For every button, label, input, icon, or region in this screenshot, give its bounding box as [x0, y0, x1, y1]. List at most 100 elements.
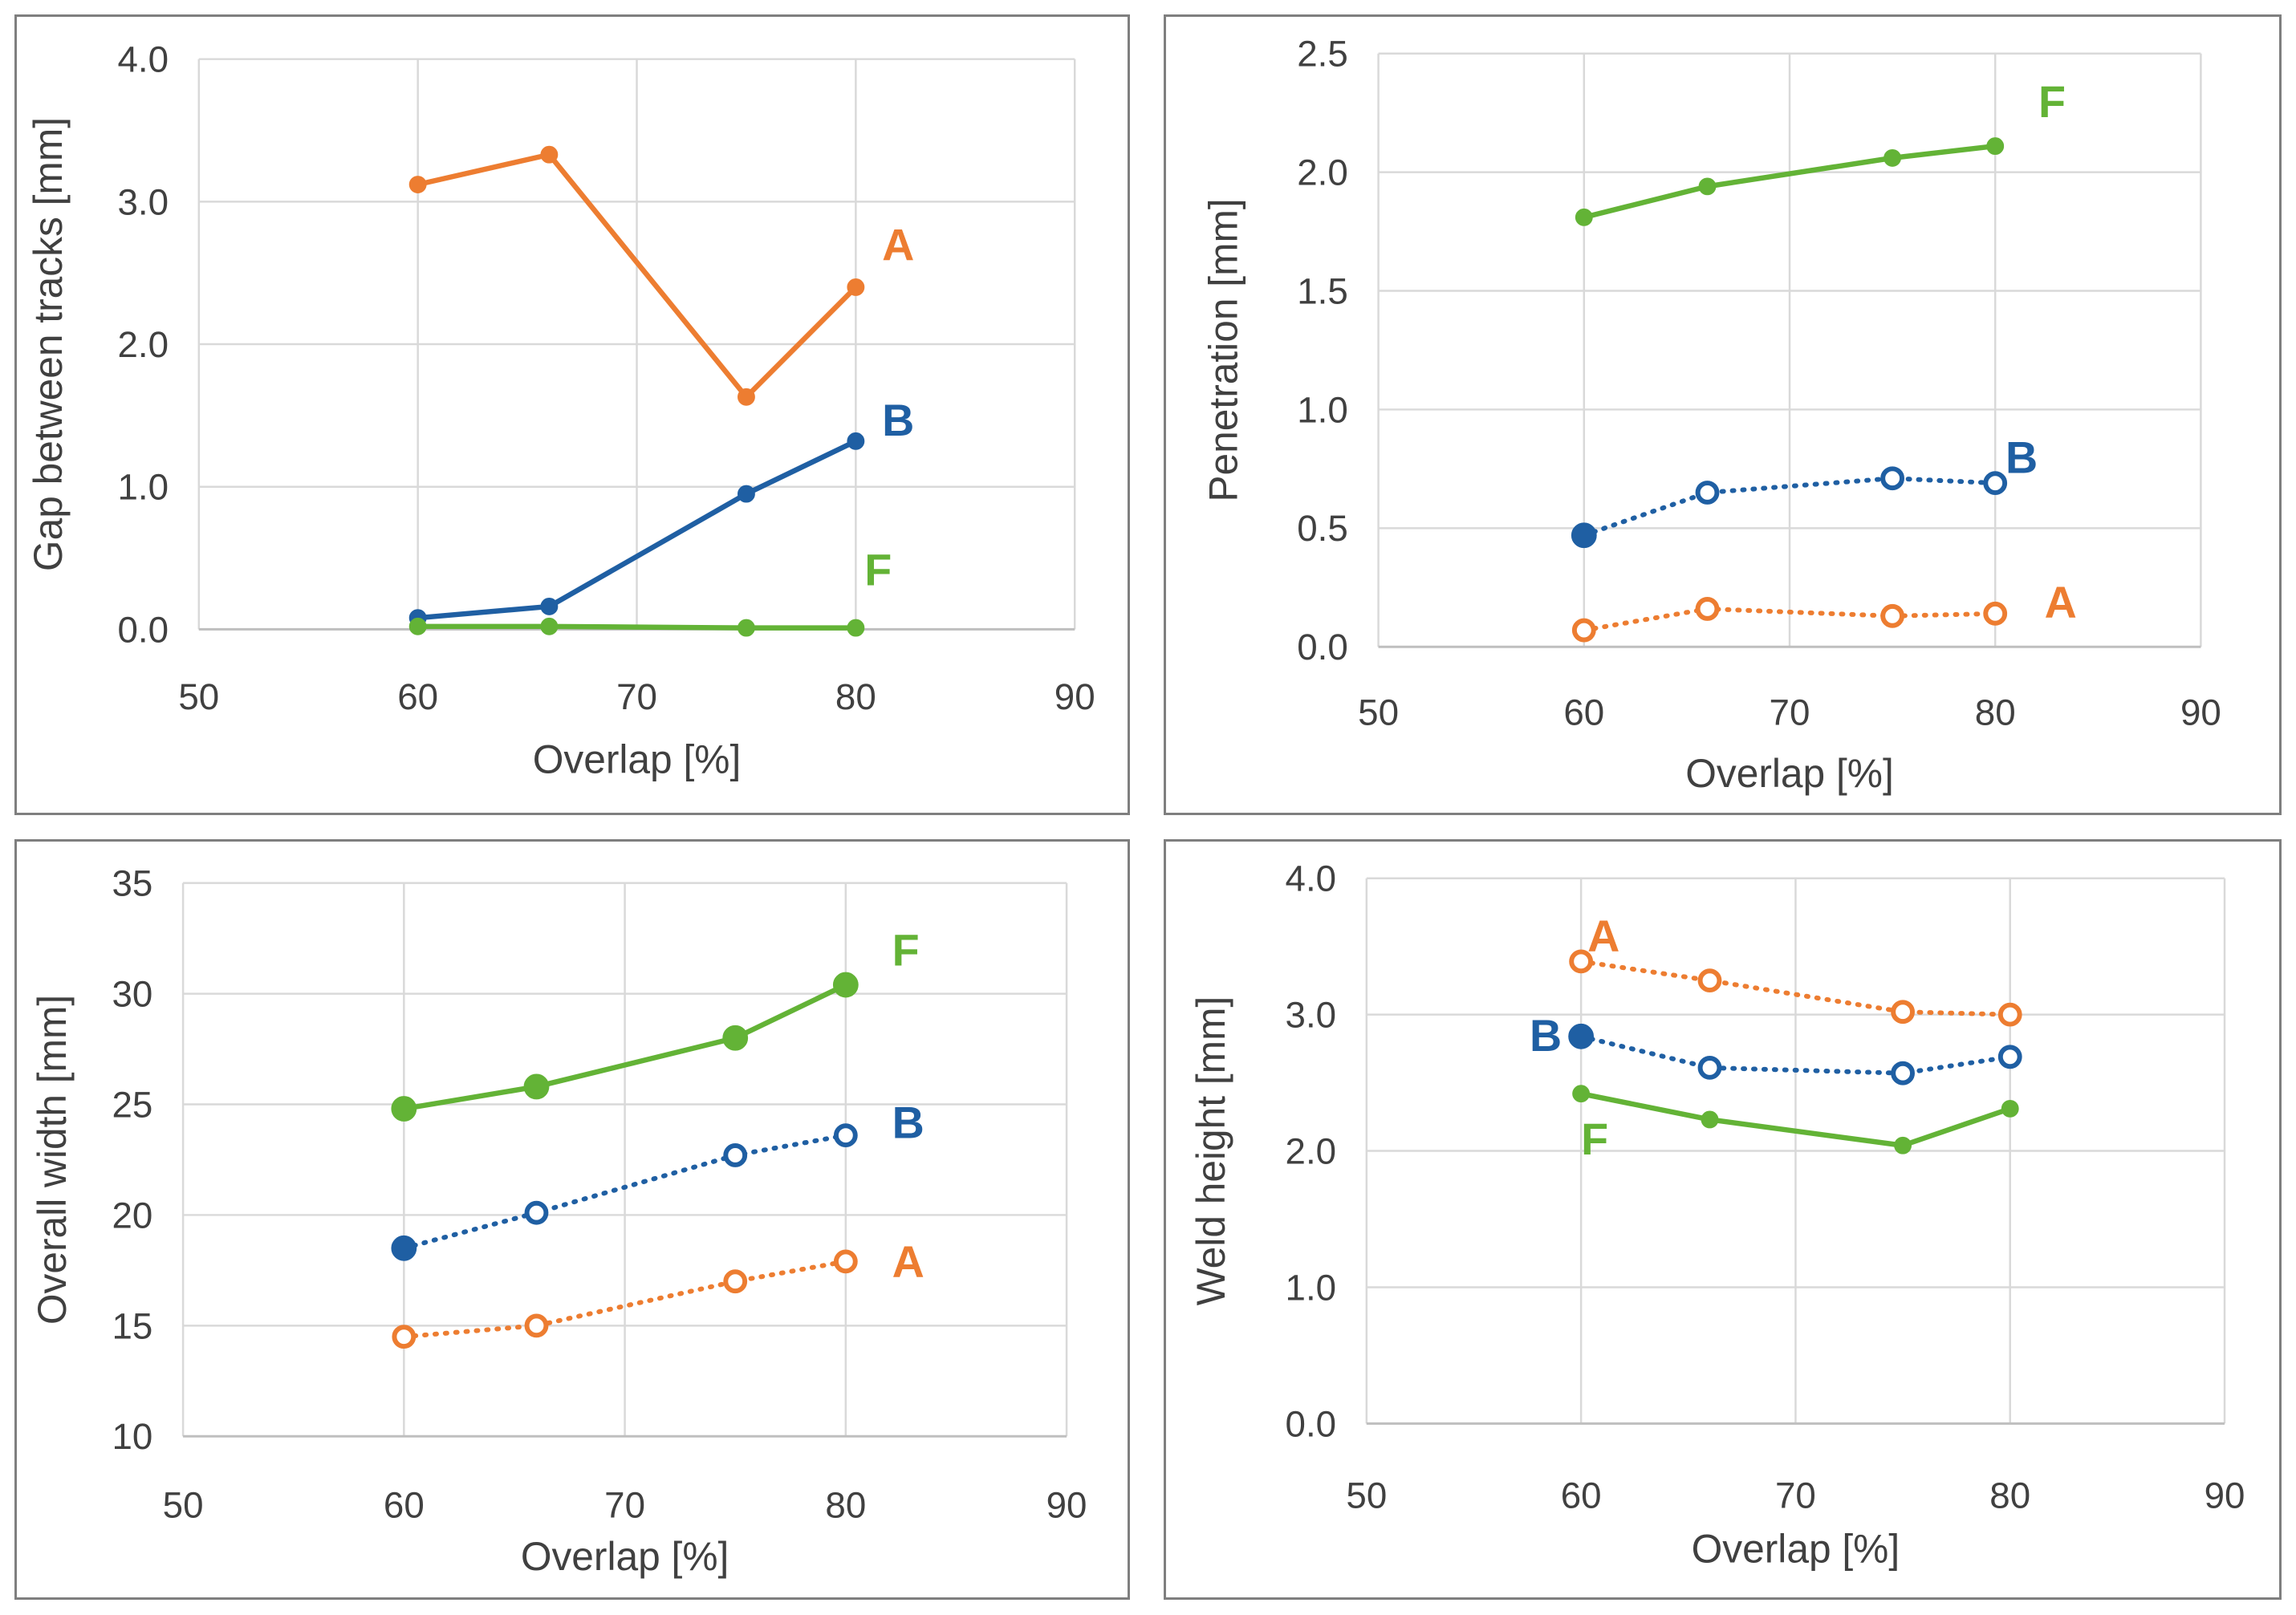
- x-tick-label: 70: [616, 676, 657, 717]
- series-line-A: [401, 1259, 848, 1340]
- data-point-F: [540, 617, 559, 635]
- data-point-B: [1997, 1045, 2022, 1069]
- y-tick-label: 4.0: [117, 39, 169, 80]
- data-point-A: [540, 145, 559, 164]
- data-point-F: [1894, 1136, 1912, 1154]
- series-line-B: [1579, 1033, 2013, 1076]
- x-tick-label: 70: [1770, 692, 1810, 733]
- series-line-B: [1581, 476, 1998, 538]
- data-point-B: [1891, 1061, 1915, 1085]
- series-line-A: [1579, 959, 2013, 1017]
- series-line-A: [1581, 606, 1998, 633]
- y-tick-label: 1.0: [1297, 389, 1348, 430]
- data-point-F: [738, 619, 755, 637]
- data-point-A: [833, 1249, 858, 1274]
- data-point-B: [738, 485, 755, 503]
- data-point-F: [722, 1025, 749, 1051]
- y-tick-label: 3.0: [1286, 995, 1337, 1036]
- x-tick-label: 60: [1561, 1475, 1602, 1516]
- y-tick-label: 3.0: [117, 181, 169, 222]
- series-label-A: A: [2045, 578, 2077, 627]
- data-point-A: [847, 278, 865, 296]
- data-point-B: [1568, 1023, 1595, 1049]
- x-tick-label: 90: [1055, 676, 1095, 717]
- series-label-B: B: [1530, 1011, 1562, 1061]
- y-tick-label: 2.0: [1297, 152, 1348, 193]
- data-point-B: [833, 1123, 858, 1148]
- y-axis-title: Overall width [mm]: [30, 995, 75, 1325]
- series-label-A: A: [882, 221, 914, 270]
- series-line-F: [415, 623, 859, 631]
- y-tick-label: 2.0: [117, 324, 169, 365]
- y-tick-label: 10: [112, 1416, 153, 1457]
- data-point-F: [1698, 177, 1717, 196]
- y-tick-label: 0.0: [117, 609, 169, 650]
- y-tick-label: 0.5: [1297, 508, 1348, 549]
- series-line-F: [401, 982, 849, 1112]
- data-point-A: [408, 176, 427, 193]
- x-tick-label: 80: [1975, 692, 2016, 733]
- x-tick-label: 60: [384, 1485, 425, 1526]
- x-tick-label: 80: [1989, 1475, 2030, 1516]
- data-point-B: [723, 1143, 748, 1167]
- series-label-A: A: [892, 1237, 924, 1287]
- data-point-B: [540, 598, 559, 615]
- series-line-B: [415, 438, 859, 621]
- x-axis-title: Overlap [%]: [521, 1534, 729, 1579]
- y-tick-label: 0.0: [1286, 1403, 1337, 1444]
- y-tick-label: 30: [112, 973, 153, 1014]
- chart-panel-overall-width: 50 60 70 80 90 10 15 20 25 30 35 Overlap [%] Overall…: [14, 839, 1130, 1600]
- data-point-A: [1569, 949, 1594, 974]
- data-point-F: [1701, 1110, 1719, 1129]
- y-axis-title: Weld height [mm]: [1189, 996, 1233, 1306]
- y-tick-label: 0.0: [1297, 627, 1348, 668]
- series-line-A: [415, 152, 859, 400]
- x-tick-label: 80: [825, 1485, 866, 1526]
- series-label-B: B: [882, 396, 914, 445]
- chart-penetration: 50 60 70 80 90 0.0 0.5 1.0 1.5 2.0 2.5 Overlap [%] P…: [1201, 34, 2221, 797]
- chart-panel-gap-between-tracks: 50 60 70 80 90 0.0 1.0 2.0 3.0 4.0 Overlap [%] Gap …: [14, 14, 1130, 815]
- data-point-B: [847, 432, 865, 450]
- x-tick-label: 50: [178, 676, 219, 717]
- data-point-A: [1571, 618, 1596, 643]
- data-point-F: [523, 1073, 550, 1100]
- data-point-F: [832, 972, 859, 998]
- x-tick-label: 90: [1046, 1485, 1087, 1526]
- x-tick-label: 80: [835, 676, 876, 717]
- chart-gap-between-tracks: 50 60 70 80 90 0.0 1.0 2.0 3.0 4.0 Overlap [%] Gap …: [26, 39, 1095, 782]
- y-tick-label: 4.0: [1286, 858, 1337, 899]
- x-tick-label: 50: [163, 1485, 204, 1526]
- chart-panel-penetration: 50 60 70 80 90 0.0 0.5 1.0 1.5 2.0 2.5 Overlap [%] P…: [1164, 14, 2282, 815]
- data-point-F: [1884, 148, 1902, 167]
- x-tick-label: 90: [2180, 692, 2221, 733]
- data-point-A: [524, 1313, 549, 1338]
- x-tick-label: 60: [397, 676, 438, 717]
- series-label-F: F: [864, 546, 892, 595]
- y-tick-label: 2.0: [1286, 1130, 1337, 1171]
- y-tick-label: 25: [112, 1084, 153, 1125]
- data-point-A: [1880, 603, 1905, 628]
- x-axis-title: Overlap [%]: [1692, 1526, 1900, 1571]
- data-point-B: [1697, 1055, 1722, 1080]
- chart-weld-height: 50 60 70 80 90 0.0 1.0 2.0 3.0 4.0 Overlap [%] Weld…: [1189, 858, 2245, 1572]
- y-tick-label: 20: [112, 1195, 153, 1236]
- data-point-F: [2001, 1099, 2019, 1118]
- data-point-F: [1986, 137, 2005, 156]
- series-line-F: [1581, 143, 1998, 221]
- data-point-B: [1571, 522, 1597, 549]
- y-tick-label: 1.0: [1286, 1267, 1337, 1308]
- data-point-F: [391, 1096, 417, 1122]
- series-line-F: [1578, 1090, 2013, 1148]
- data-point-B: [1880, 466, 1905, 491]
- data-point-B: [1983, 471, 2008, 496]
- series-label-F: F: [2038, 77, 2066, 127]
- x-tick-label: 60: [1563, 692, 1604, 733]
- series-label-A: A: [1587, 911, 1619, 961]
- y-tick-label: 2.5: [1297, 34, 1348, 75]
- y-axis-title: Gap between tracks [mm]: [26, 117, 71, 571]
- data-point-A: [1891, 1000, 1915, 1025]
- series-label-B: B: [2005, 432, 2038, 482]
- series-label-F: F: [1581, 1114, 1608, 1164]
- x-tick-label: 50: [1358, 692, 1399, 733]
- data-point-A: [392, 1325, 417, 1349]
